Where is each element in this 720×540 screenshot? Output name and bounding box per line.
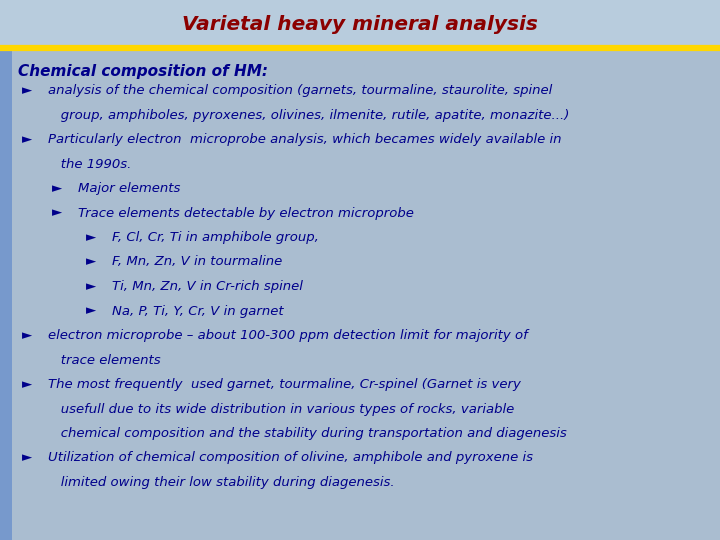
Text: electron microprobe – about 100-300 ppm detection limit for majority of: electron microprobe – about 100-300 ppm … [48, 329, 528, 342]
Text: ►: ► [86, 305, 96, 318]
Text: ►: ► [52, 182, 62, 195]
Text: Varietal heavy mineral analysis: Varietal heavy mineral analysis [182, 15, 538, 33]
Text: ►: ► [22, 329, 32, 342]
Bar [0, 48, 12, 540]
Text: Trace elements detectable by electron microprobe: Trace elements detectable by electron mi… [78, 206, 414, 219]
Text: Major elements: Major elements [78, 182, 181, 195]
Text: analysis of the chemical composition (garnets, tourmaline, staurolite, spinel: analysis of the chemical composition (ga… [48, 84, 552, 97]
Text: The most frequently  used garnet, tourmaline, Cr-spinel (Garnet is very: The most frequently used garnet, tourmal… [48, 378, 521, 391]
Text: ►: ► [22, 378, 32, 391]
Text: usefull due to its wide distribution in various types of rocks, variable: usefull due to its wide distribution in … [48, 402, 514, 415]
Text: ►: ► [86, 280, 96, 293]
Bar [0, 0, 720, 48]
Text: Particularly electron  microprobe analysis, which becames widely available in: Particularly electron microprobe analysi… [48, 133, 562, 146]
Text: limited owing their low stability during diagenesis.: limited owing their low stability during… [48, 476, 395, 489]
Text: ►: ► [86, 255, 96, 268]
Text: ►: ► [22, 84, 32, 97]
Text: the 1990s.: the 1990s. [48, 158, 131, 171]
Text: trace elements: trace elements [48, 354, 161, 367]
Text: chemical composition and the stability during transportation and diagenesis: chemical composition and the stability d… [48, 427, 567, 440]
Text: group, amphiboles, pyroxenes, olivines, ilmenite, rutile, apatite, monazite...): group, amphiboles, pyroxenes, olivines, … [48, 109, 570, 122]
Text: F, Cl, Cr, Ti in amphibole group,: F, Cl, Cr, Ti in amphibole group, [112, 231, 319, 244]
Text: ►: ► [22, 451, 32, 464]
Text: Utilization of chemical composition of olivine, amphibole and pyroxene is: Utilization of chemical composition of o… [48, 451, 533, 464]
Text: ►: ► [22, 133, 32, 146]
Text: ►: ► [52, 206, 62, 219]
Text: ►: ► [86, 231, 96, 244]
Text: Chemical composition of HM:: Chemical composition of HM: [18, 64, 268, 79]
Text: Ti, Mn, Zn, V in Cr-rich spinel: Ti, Mn, Zn, V in Cr-rich spinel [112, 280, 303, 293]
Text: Na, P, Ti, Y, Cr, V in garnet: Na, P, Ti, Y, Cr, V in garnet [112, 305, 284, 318]
Text: F, Mn, Zn, V in tourmaline: F, Mn, Zn, V in tourmaline [112, 255, 282, 268]
